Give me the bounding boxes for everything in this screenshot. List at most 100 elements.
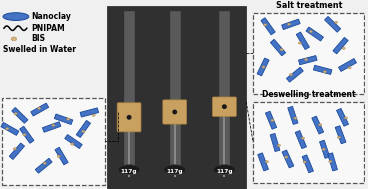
Polygon shape (20, 126, 34, 143)
Polygon shape (335, 126, 346, 144)
Ellipse shape (67, 118, 70, 120)
Text: 117g: 117g (216, 169, 233, 174)
Ellipse shape (222, 104, 227, 109)
Polygon shape (65, 135, 82, 149)
Ellipse shape (294, 117, 297, 119)
Polygon shape (288, 106, 298, 124)
Text: 117g: 117g (166, 169, 183, 174)
Ellipse shape (127, 115, 131, 120)
FancyBboxPatch shape (223, 115, 225, 177)
FancyBboxPatch shape (219, 11, 229, 174)
Ellipse shape (319, 124, 322, 126)
Ellipse shape (14, 113, 17, 115)
Text: PNIPAM: PNIPAM (31, 24, 64, 33)
Polygon shape (296, 32, 309, 50)
Ellipse shape (337, 136, 340, 139)
Ellipse shape (43, 162, 46, 164)
Text: Deswelling treatment: Deswelling treatment (262, 90, 355, 99)
Ellipse shape (172, 110, 177, 114)
Ellipse shape (71, 143, 74, 145)
FancyBboxPatch shape (124, 11, 134, 174)
Ellipse shape (262, 66, 265, 68)
Text: Swelled in Water: Swelled in Water (3, 45, 76, 54)
Ellipse shape (344, 117, 347, 119)
Ellipse shape (348, 67, 351, 69)
Ellipse shape (329, 160, 332, 163)
FancyBboxPatch shape (128, 131, 130, 177)
FancyBboxPatch shape (163, 100, 187, 124)
Ellipse shape (280, 49, 283, 51)
Ellipse shape (323, 71, 326, 73)
Polygon shape (282, 150, 294, 168)
Text: Salt treatment: Salt treatment (276, 1, 342, 10)
FancyBboxPatch shape (212, 97, 236, 116)
Ellipse shape (335, 21, 338, 23)
Polygon shape (55, 147, 68, 165)
FancyBboxPatch shape (253, 13, 364, 94)
Ellipse shape (304, 58, 308, 61)
Ellipse shape (287, 23, 291, 25)
Text: Nanoclay: Nanoclay (31, 12, 71, 21)
Polygon shape (258, 153, 269, 171)
Polygon shape (257, 58, 269, 76)
Ellipse shape (213, 165, 235, 174)
Polygon shape (314, 65, 332, 74)
Ellipse shape (303, 161, 306, 163)
Polygon shape (265, 111, 277, 129)
Ellipse shape (164, 165, 186, 174)
Polygon shape (336, 108, 348, 126)
Text: BIS: BIS (31, 34, 45, 43)
FancyBboxPatch shape (117, 103, 141, 132)
Polygon shape (325, 16, 341, 32)
FancyBboxPatch shape (174, 123, 176, 177)
Polygon shape (9, 143, 25, 160)
Ellipse shape (298, 42, 301, 44)
Ellipse shape (285, 156, 288, 158)
Ellipse shape (342, 47, 345, 50)
Polygon shape (306, 27, 323, 41)
FancyBboxPatch shape (253, 102, 364, 183)
Polygon shape (328, 153, 337, 171)
Polygon shape (35, 158, 52, 173)
Ellipse shape (92, 114, 95, 116)
FancyBboxPatch shape (2, 98, 105, 185)
FancyBboxPatch shape (107, 6, 246, 189)
Polygon shape (270, 39, 286, 56)
Ellipse shape (265, 161, 268, 163)
Ellipse shape (301, 137, 305, 139)
Polygon shape (286, 67, 303, 82)
Ellipse shape (13, 148, 16, 150)
Polygon shape (333, 37, 348, 54)
Ellipse shape (57, 155, 60, 157)
Ellipse shape (6, 128, 9, 130)
Polygon shape (319, 140, 330, 158)
Ellipse shape (23, 134, 26, 136)
Polygon shape (54, 114, 73, 125)
Ellipse shape (11, 37, 17, 41)
Polygon shape (282, 19, 300, 30)
Ellipse shape (309, 30, 312, 33)
Polygon shape (270, 133, 280, 152)
Polygon shape (312, 116, 323, 134)
Polygon shape (76, 120, 91, 137)
Polygon shape (339, 59, 357, 71)
Polygon shape (42, 122, 61, 132)
Polygon shape (298, 56, 317, 65)
Polygon shape (261, 18, 275, 35)
Ellipse shape (271, 119, 274, 121)
Ellipse shape (118, 165, 140, 174)
Ellipse shape (38, 107, 41, 109)
Polygon shape (12, 108, 28, 123)
Polygon shape (295, 131, 307, 149)
Polygon shape (302, 155, 314, 173)
FancyBboxPatch shape (170, 11, 180, 174)
Ellipse shape (3, 13, 29, 20)
Ellipse shape (277, 144, 280, 146)
Polygon shape (1, 122, 19, 135)
Text: 117g: 117g (121, 169, 137, 174)
Ellipse shape (264, 24, 267, 26)
Polygon shape (80, 108, 99, 117)
Ellipse shape (82, 130, 85, 132)
Ellipse shape (52, 124, 55, 126)
Ellipse shape (322, 148, 325, 150)
